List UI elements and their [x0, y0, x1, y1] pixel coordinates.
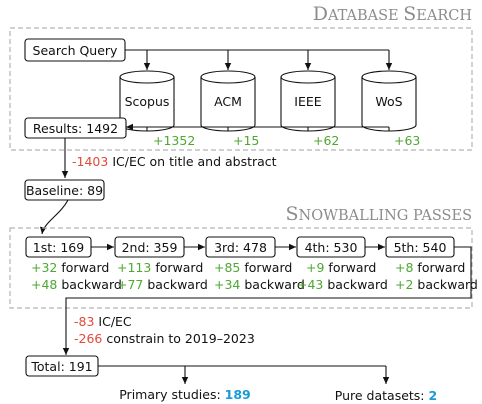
pass-4-label: 4th: 530	[305, 240, 358, 255]
database-ieee-label: IEEE	[294, 94, 321, 109]
screening-note: -1403 IC/EC on title and abstract	[72, 154, 277, 169]
pass-3-backward: +34 backward	[214, 277, 305, 292]
database-scopus-label: Scopus	[125, 94, 170, 109]
snowball-pass-4: 4th: 530	[296, 236, 366, 258]
pass-3-label: 3rd: 478	[214, 240, 267, 255]
pass-5-backward: +2 backward	[395, 277, 478, 292]
primary-studies-result: Primary studies: 189	[119, 387, 251, 402]
pass-2-backward: +77 backward	[117, 277, 208, 292]
snowballing-exit-connector	[62, 246, 472, 355]
results-label: Results: 1492	[33, 121, 118, 136]
pass-5-label: 5th: 540	[394, 240, 447, 255]
pass-1-forward: +32 forward	[31, 260, 109, 275]
final-filter-note-1: -83 IC/EC	[74, 314, 132, 329]
snowballing-frame	[9, 227, 473, 309]
pass-3-forward: +85 forward	[214, 260, 292, 275]
wos-added-count: +63	[394, 133, 420, 148]
search-query-label: Search Query	[33, 43, 119, 58]
snowballing-title: SNOWBALLING PASSES	[285, 203, 472, 225]
pass-4-forward: +9 forward	[306, 260, 376, 275]
ieee-added-count: +62	[313, 133, 339, 148]
snowball-pass-2: 2nd: 359	[114, 236, 185, 258]
pass-1-backward: +48 backward	[31, 277, 122, 292]
results-box	[24, 117, 127, 139]
database-wos: WoS	[361, 70, 417, 132]
database-search-frame	[9, 27, 473, 151]
baseline-to-snowballing-arrow	[40, 199, 69, 235]
database-acm-label: ACM	[214, 94, 242, 109]
pass-2-label: 2nd: 359	[122, 240, 178, 255]
snowball-pass-5: 5th: 540	[385, 236, 455, 258]
total-label: Total: 191	[30, 359, 92, 374]
scopus-added-count: +1352	[153, 133, 195, 148]
final-filter-note-2: -266 constrain to 2019–2023	[74, 331, 255, 346]
snowball-pass-1: 1st: 169	[25, 236, 92, 258]
pass-2-forward: +113 forward	[117, 260, 203, 275]
database-scopus: Scopus	[119, 70, 175, 132]
baseline-box	[24, 179, 105, 201]
pass-5-forward: +8 forward	[395, 260, 465, 275]
pass-1-label: 1st: 169	[33, 240, 84, 255]
database-acm: ACM	[200, 70, 256, 132]
baseline-label: Baseline: 89	[26, 183, 103, 198]
pure-datasets-result: Pure datasets: 2	[335, 388, 437, 403]
database-wos-label: WoS	[375, 94, 402, 109]
database-ieee: IEEE	[280, 70, 336, 132]
snowball-pass-3: 3rd: 478	[205, 236, 276, 258]
pass-4-backward: +43 backward	[297, 277, 388, 292]
database-search-title: DATABASE SEARCH	[313, 3, 472, 25]
acm-added-count: +15	[233, 133, 259, 148]
